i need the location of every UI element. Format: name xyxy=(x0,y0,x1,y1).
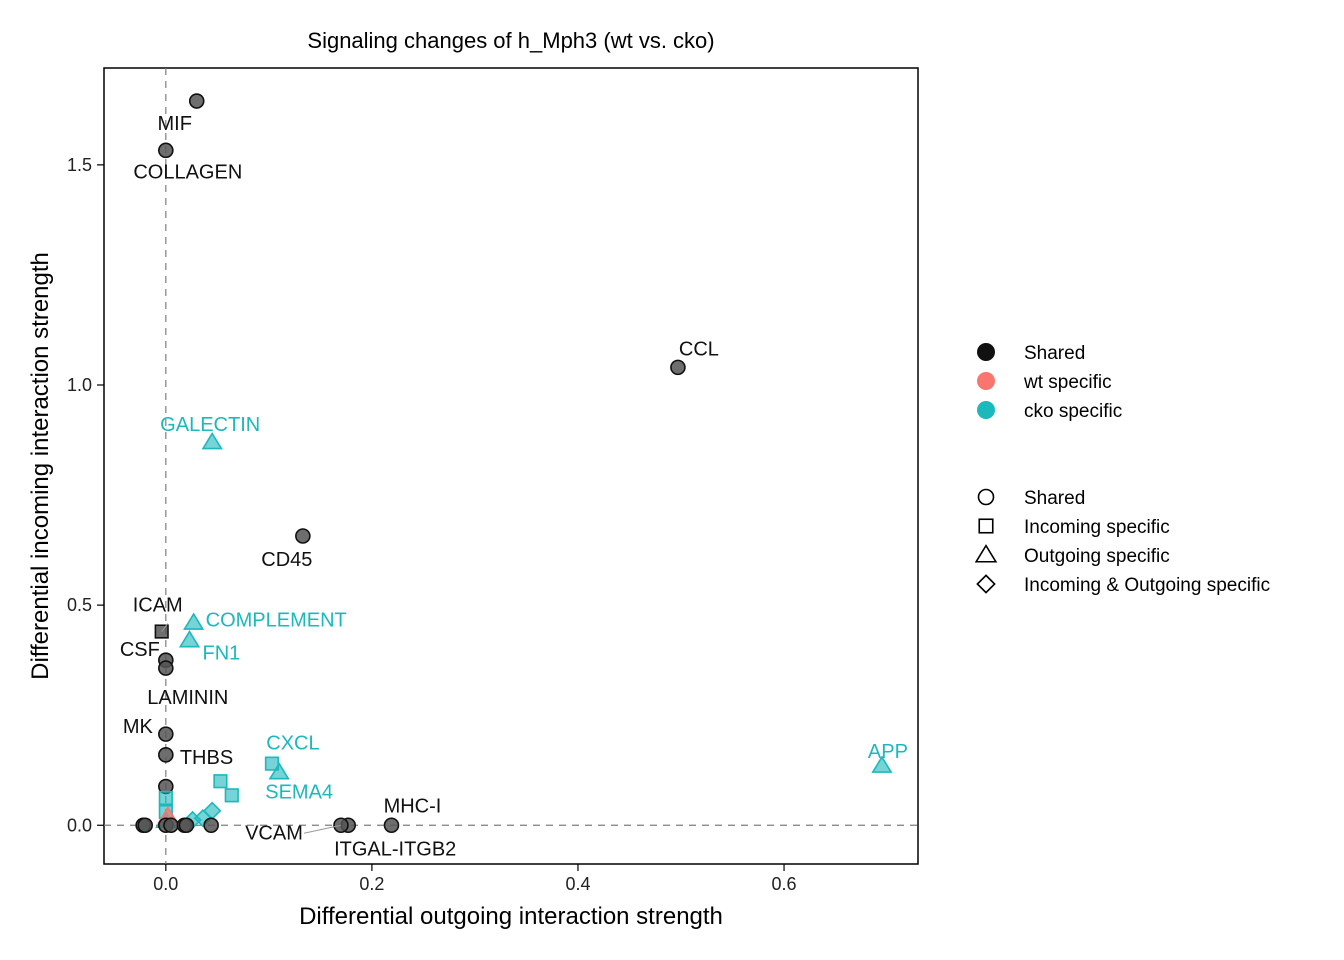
legend-shape-circle xyxy=(977,488,995,506)
y-tick-label: 0.5 xyxy=(67,595,92,615)
point-unlabeled xyxy=(203,817,219,834)
legend-color-swatch xyxy=(977,343,995,361)
point-sema4 xyxy=(268,762,290,780)
legend-color-label: cko specific xyxy=(1024,401,1122,422)
plot-panel xyxy=(103,67,919,865)
point-label-fn1: FN1 xyxy=(203,642,241,664)
point-label-thbs: THBS xyxy=(180,747,233,769)
y-tick-label: 0.0 xyxy=(67,815,92,835)
legend-color-label: Shared xyxy=(1024,343,1085,364)
point-cxcl xyxy=(264,756,280,771)
point-mk xyxy=(158,726,174,742)
labels-layer: MIF COLLAGEN CCL GALECTIN CD45 COMPLEMENT ICAM… xyxy=(120,113,908,860)
point-label-vcam: VCAM xyxy=(245,822,303,844)
x-axis-label: Differential outgoing interaction streng… xyxy=(299,903,723,930)
x-tick-label: 0.0 xyxy=(153,874,178,894)
x-tick-label: 0.6 xyxy=(772,874,797,894)
legend-shape-label: Outgoing specific xyxy=(1024,546,1170,567)
legend-shape-label: Incoming specific xyxy=(1024,517,1170,538)
point-unlabeled xyxy=(193,809,213,828)
y-axis-label: Differential incoming interaction streng… xyxy=(27,252,54,680)
point-label-laminin: LAMININ xyxy=(147,687,228,709)
point-thbs xyxy=(158,747,174,763)
point-app xyxy=(871,755,893,773)
legend-shape-square xyxy=(978,518,994,534)
point-collagen xyxy=(158,142,174,159)
point-label-itgal-itgb2: ITGAL-ITGB2 xyxy=(334,838,456,860)
point-label-mhc-i: MHC-I xyxy=(384,795,442,817)
point-label-app: APP xyxy=(868,741,908,763)
point-unlabeled xyxy=(224,788,239,803)
point-unlabeled xyxy=(163,817,179,834)
point-label-mk: MK xyxy=(123,716,154,738)
point-galectin xyxy=(201,431,223,450)
point-cd45 xyxy=(295,528,311,544)
x-tick-label: 0.2 xyxy=(359,874,384,894)
point-laminin xyxy=(158,660,174,676)
point-fn1 xyxy=(178,630,201,648)
point-mif xyxy=(188,93,205,109)
point-label-icam: ICAM xyxy=(133,595,183,617)
legend-color-swatch xyxy=(977,372,995,390)
point-label-csf: CSF xyxy=(120,639,160,661)
point-unlabeled xyxy=(158,790,173,806)
legend-shape-diamond xyxy=(976,574,996,594)
legend-shape-label: Incoming & Outgoing specific xyxy=(1024,575,1270,596)
point-label-complement: COMPLEMENT xyxy=(206,610,347,632)
point-unlabeled xyxy=(178,817,195,834)
point-label-galectin: GALECTIN xyxy=(160,414,260,436)
shape-legend: Shared Incoming specific Outgoing specific… xyxy=(974,488,1270,596)
point-label-cxcl: CXCL xyxy=(266,733,319,755)
point-label-collagen: COLLAGEN xyxy=(133,161,242,183)
point-label-cd45: CD45 xyxy=(261,549,312,571)
legend-color-label: wt specific xyxy=(1023,372,1112,393)
point-ccl xyxy=(670,359,686,376)
point-label-sema4: SEMA4 xyxy=(265,781,333,803)
chart-title: Signaling changes of h_Mph3 (wt vs. cko) xyxy=(307,28,714,53)
legend-shape-label: Shared xyxy=(1024,488,1085,509)
legend-color-swatch xyxy=(977,401,995,419)
legend-shape-triangle xyxy=(974,544,998,563)
x-tick-label: 0.4 xyxy=(565,874,590,894)
label-connector xyxy=(161,623,169,632)
point-unlabeled xyxy=(137,817,154,834)
point-label-ccl: CCL xyxy=(679,338,719,360)
point-unlabeled xyxy=(213,774,228,789)
point-label-mif: MIF xyxy=(158,113,192,135)
y-tick-label: 1.5 xyxy=(67,155,92,175)
point-complement xyxy=(183,612,205,630)
label-connector xyxy=(303,824,342,834)
y-tick-label: 1.0 xyxy=(67,375,92,395)
point-mhc-i xyxy=(383,817,400,834)
color-legend: Shared wt specific cko specific xyxy=(977,343,1122,422)
